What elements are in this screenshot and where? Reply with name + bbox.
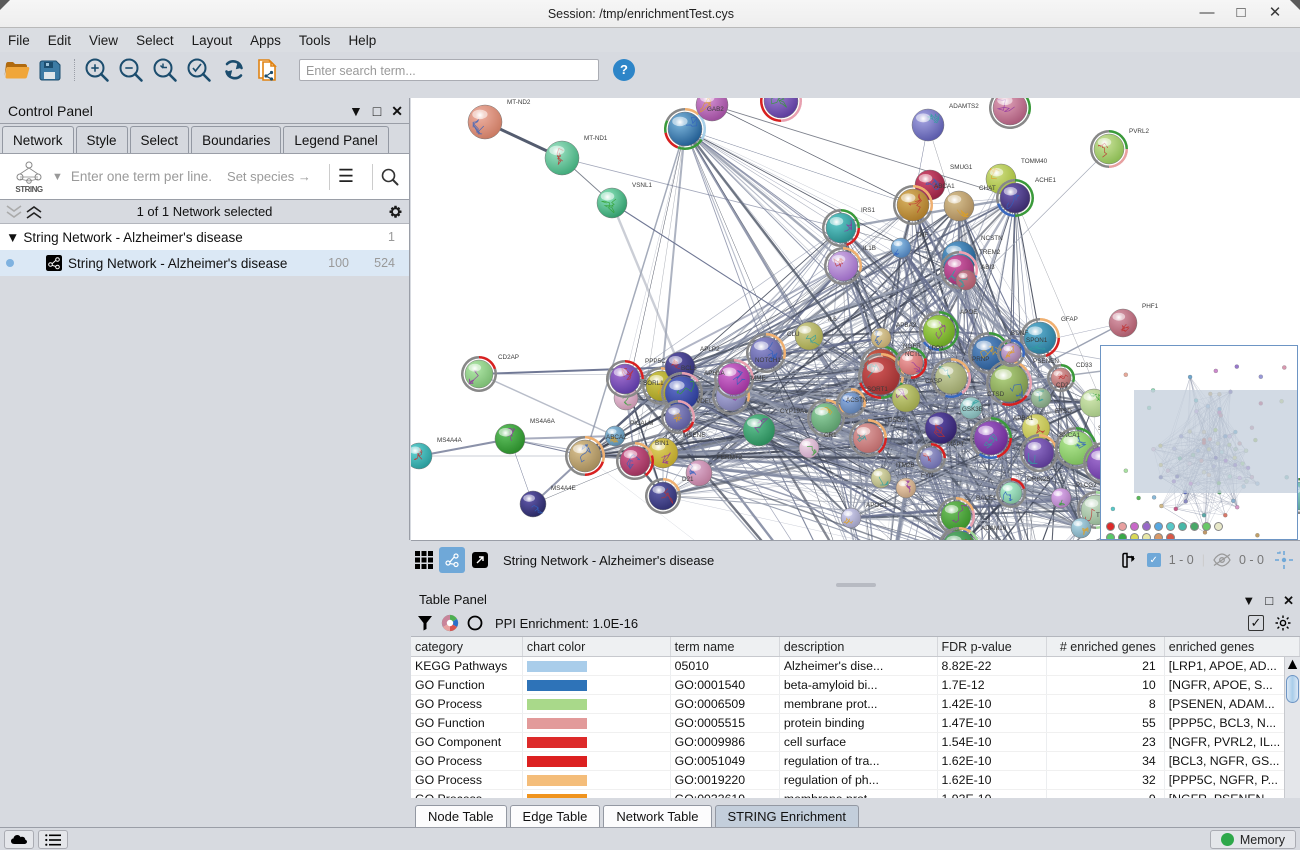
svg-text:ITM2B: ITM2B [896,462,915,469]
svg-text:APOE: APOE [960,309,978,316]
svg-text:VDEL: VDEL [696,398,713,405]
svg-text:ADAMTS2: ADAMTS2 [949,103,979,110]
svg-text:GSK3B: GSK3B [962,406,983,413]
svg-text:SNCA1: SNCA1 [1059,432,1080,439]
svg-text:MAPT: MAPT [947,441,965,448]
svg-text:BCL3: BCL3 [681,365,697,372]
svg-text:SORT1: SORT1 [867,386,888,393]
svg-text:APLP2: APLP2 [700,346,720,353]
svg-text:CD2AP: CD2AP [498,354,519,361]
svg-text:FYN: FYN [921,472,934,479]
svg-text:NCTL: NCTL [905,351,922,358]
svg-text:TREM2: TREM2 [979,249,1001,256]
svg-text:IL1B: IL1B [863,245,876,252]
svg-text:CASP: CASP [925,378,942,385]
svg-text:PPP5C: PPP5C [645,358,666,365]
svg-text:GAB2: GAB2 [707,106,724,113]
svg-text:PRNP: PRNP [972,356,990,363]
svg-text:ADAM10: ADAM10 [981,525,1007,532]
svg-text:FERMT2: FERMT2 [717,454,743,461]
svg-text:SMUG1: SMUG1 [950,164,973,171]
svg-text:ABCA1: ABCA1 [934,183,955,190]
svg-text:MS4A4E: MS4A4E [551,485,576,492]
svg-text:GRIN2B: GRIN2B [1027,476,1050,483]
svg-text:ACSTN: ACSTN [846,397,868,404]
svg-text:CD2: CD2 [1056,382,1069,389]
svg-text:PSENEN: PSENEN [1033,358,1059,365]
svg-text:NCSTN: NCSTN [981,235,1003,242]
svg-text:MS4A6A: MS4A6A [530,418,556,425]
svg-text:GFAP: GFAP [1061,316,1078,323]
svg-text:ETSD: ETSD [1055,408,1072,415]
svg-text:BDNF: BDNF [1011,330,1028,337]
svg-text:PHF1: PHF1 [1142,303,1159,310]
svg-text:CLU: CLU [787,331,800,338]
svg-text:PICALM: PICALM [630,420,653,427]
svg-text:ABI3: ABI3 [981,264,995,271]
svg-text:ABCA2: ABCA2 [606,434,627,441]
svg-text:VSNL1: VSNL1 [632,182,652,189]
svg-text:APBA1: APBA1 [1013,415,1034,422]
svg-text:PVRL2: PVRL2 [1129,128,1149,135]
svg-text:CR1: CR1 [824,432,837,439]
svg-text:CYP19A1: CYP19A1 [780,408,808,415]
svg-text:CTSD: CTSD [987,391,1005,398]
svg-text:ACHE1: ACHE1 [1035,177,1056,184]
svg-text:IRS1: IRS1 [861,207,875,214]
svg-text:MT-ND2: MT-ND2 [507,99,531,106]
svg-text:TOMM40: TOMM40 [1021,158,1048,165]
svg-text:TNF: TNF [916,232,928,239]
svg-text:MT-ND1: MT-ND1 [584,135,608,142]
svg-text:DSG2: DSG2 [888,417,906,424]
svg-text:MSENE: MSENE [683,432,705,439]
svg-text:SPON1: SPON1 [1026,337,1048,344]
svg-text:SORL1: SORL1 [643,380,664,387]
svg-text:APBA2: APBA2 [896,322,917,329]
svg-text:BACE1: BACE1 [976,495,997,502]
svg-text:MME: MME [751,375,766,382]
svg-text:LRP1: LRP1 [928,345,944,352]
svg-text:NOTCH1: NOTCH1 [755,357,781,364]
svg-text:PLCG2: PLCG2 [1076,482,1097,489]
svg-text:CHAT: CHAT [979,185,996,192]
svg-text:MS4A4A: MS4A4A [437,437,463,444]
svg-text:APOC1: APOC1 [866,502,888,509]
svg-text:APH1A: APH1A [704,370,725,377]
svg-text:IL6: IL6 [828,316,837,323]
svg-text:D21: D21 [682,476,694,483]
svg-text:CD33: CD33 [1076,362,1093,369]
svg-text:BIN1: BIN1 [655,440,669,447]
svg-text:NGFR: NGFR [903,343,921,350]
